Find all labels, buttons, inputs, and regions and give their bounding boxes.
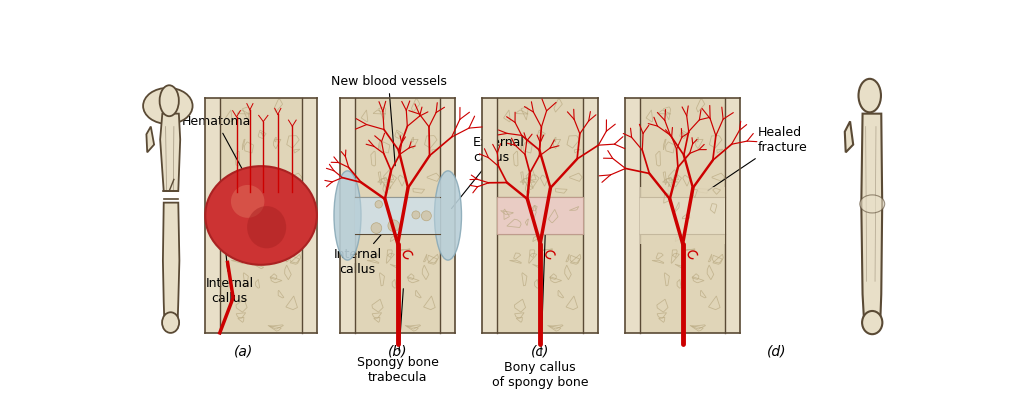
- Polygon shape: [625, 98, 640, 333]
- Ellipse shape: [160, 85, 179, 116]
- Text: Healed
fracture: Healed fracture: [708, 126, 807, 190]
- Polygon shape: [340, 98, 355, 333]
- Text: (c): (c): [531, 344, 549, 358]
- Polygon shape: [205, 98, 317, 333]
- Polygon shape: [146, 126, 154, 152]
- Polygon shape: [355, 197, 440, 234]
- Circle shape: [412, 211, 420, 219]
- Ellipse shape: [860, 195, 885, 213]
- Ellipse shape: [862, 311, 883, 334]
- Polygon shape: [161, 114, 180, 191]
- Text: (a): (a): [234, 344, 254, 358]
- Polygon shape: [205, 98, 220, 333]
- Polygon shape: [583, 98, 598, 333]
- Polygon shape: [725, 98, 741, 333]
- Polygon shape: [844, 121, 854, 152]
- Ellipse shape: [248, 206, 286, 248]
- Text: New blood vessels: New blood vessels: [330, 75, 447, 166]
- Circle shape: [422, 211, 431, 221]
- Text: External
callus: External callus: [452, 136, 524, 209]
- Polygon shape: [625, 98, 741, 333]
- Ellipse shape: [334, 171, 361, 260]
- Circle shape: [371, 223, 381, 234]
- Ellipse shape: [231, 185, 264, 218]
- Polygon shape: [220, 197, 303, 234]
- Polygon shape: [640, 187, 725, 244]
- Polygon shape: [440, 98, 456, 333]
- Polygon shape: [303, 98, 317, 333]
- Text: Spongy bone
trabecula: Spongy bone trabecula: [356, 289, 438, 384]
- Polygon shape: [497, 197, 583, 234]
- Polygon shape: [640, 197, 725, 234]
- Polygon shape: [483, 98, 598, 333]
- Text: Hematoma: Hematoma: [181, 115, 260, 201]
- Polygon shape: [340, 98, 456, 333]
- Text: (d): (d): [768, 344, 786, 358]
- Polygon shape: [355, 197, 440, 234]
- Text: Internal
callus: Internal callus: [206, 218, 254, 305]
- Polygon shape: [861, 114, 883, 328]
- Ellipse shape: [162, 312, 179, 333]
- Circle shape: [387, 220, 400, 232]
- Polygon shape: [163, 203, 179, 328]
- Polygon shape: [483, 98, 497, 333]
- Text: Internal
callus: Internal callus: [334, 218, 396, 276]
- Circle shape: [375, 201, 382, 208]
- Text: Bony callus
of spongy bone: Bony callus of spongy bone: [492, 216, 588, 389]
- Ellipse shape: [434, 171, 461, 260]
- Ellipse shape: [143, 88, 193, 124]
- Polygon shape: [497, 197, 583, 234]
- Text: (b): (b): [388, 344, 407, 358]
- Ellipse shape: [859, 79, 881, 112]
- Ellipse shape: [205, 166, 317, 265]
